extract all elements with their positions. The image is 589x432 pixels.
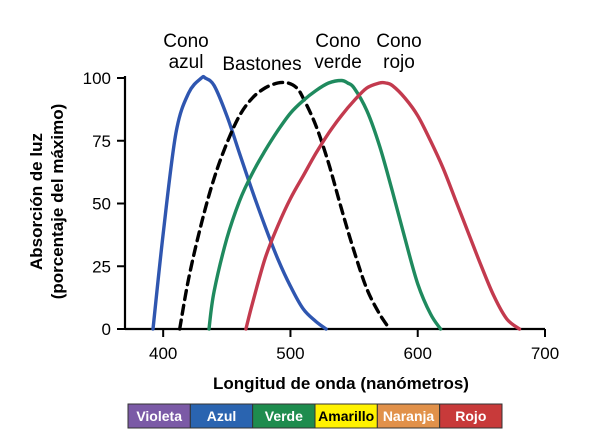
spectrum-label-azul: Azul <box>207 408 237 424</box>
series-cono-verde-line <box>207 78 443 331</box>
series-label-bastones: Bastones <box>222 54 301 75</box>
series-bastones-line <box>178 80 392 331</box>
spectrum-cell-rojo <box>439 403 503 429</box>
y-tick-label: 25 <box>92 257 111 276</box>
series-label-cono-verde: Cono <box>315 31 360 52</box>
y-tick-label: 0 <box>102 320 111 339</box>
x-tick-label: 500 <box>276 344 304 363</box>
series-label-cono-rojo: rojo <box>383 52 415 73</box>
series-label-cono-azul: azul <box>169 52 204 73</box>
x-tick-label: 400 <box>149 344 177 363</box>
x-axis-title: Longitud de onda (nanómetros) <box>213 374 469 393</box>
spectrum-label-rojo: Rojo <box>455 408 486 424</box>
spectrum-label-violeta: Violeta <box>136 408 182 424</box>
spectrum-label-naranja: Naranja <box>383 408 435 424</box>
y-axis-title-line: Absorción de luz <box>27 133 46 270</box>
y-axis-title-line: (porcentaje del máximo) <box>48 104 67 300</box>
x-tick-label: 700 <box>531 344 559 363</box>
series-label-cono-azul: Cono <box>163 31 208 52</box>
y-tick-label: 100 <box>83 69 111 88</box>
series-label-cono-rojo: Cono <box>376 31 421 52</box>
x-tick-label: 600 <box>404 344 432 363</box>
series-cono-rojo-line <box>244 80 522 331</box>
y-tick-label: 50 <box>92 195 111 214</box>
spectrum-label-verde: Verde <box>265 408 303 424</box>
y-tick-label: 75 <box>92 132 111 151</box>
series-label-cono-verde: verde <box>314 52 362 73</box>
series-cono-azul-line <box>151 74 328 331</box>
spectrum-label-amarillo: Amarillo <box>318 408 374 424</box>
